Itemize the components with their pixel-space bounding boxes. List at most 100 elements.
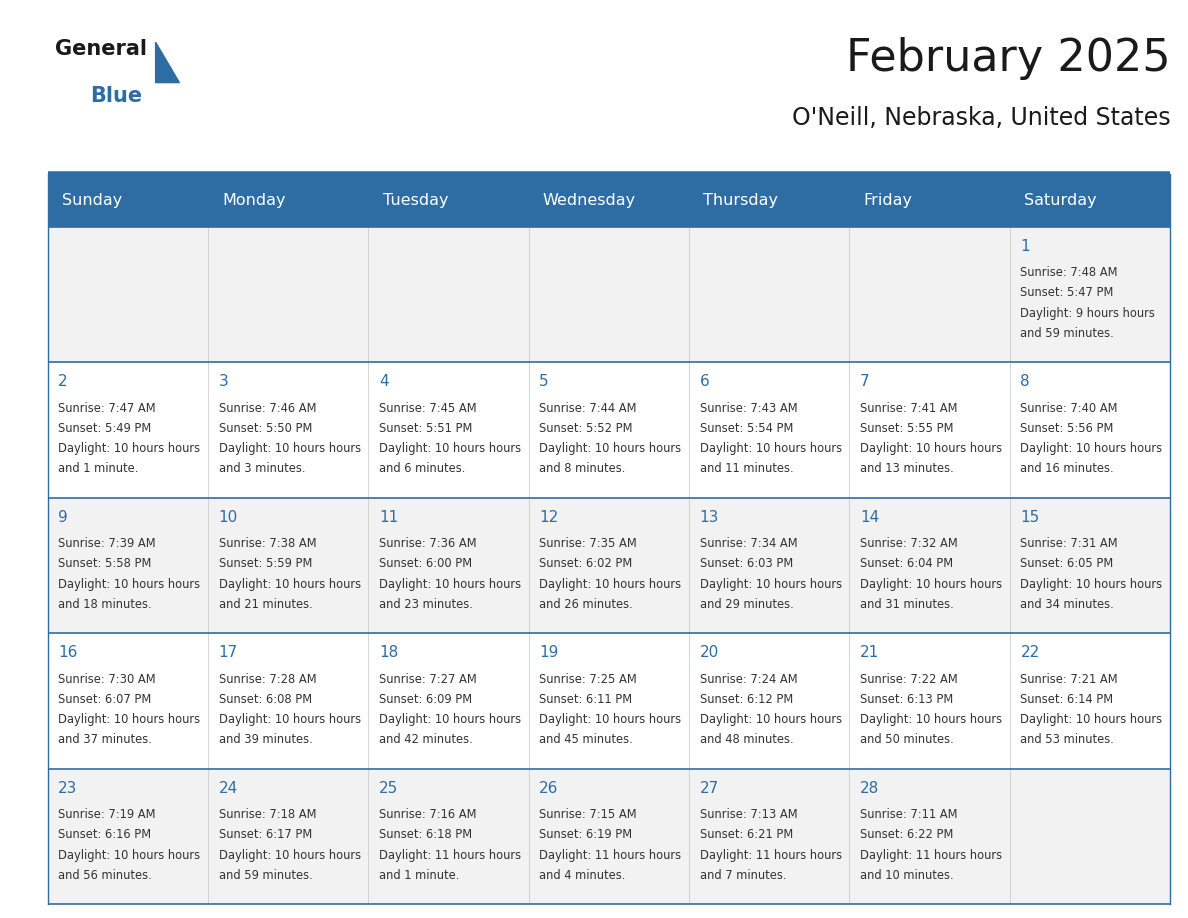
Text: Sunset: 5:49 PM: Sunset: 5:49 PM xyxy=(58,422,151,435)
Text: Daylight: 11 hours hours: Daylight: 11 hours hours xyxy=(379,848,522,862)
Text: Daylight: 10 hours hours: Daylight: 10 hours hours xyxy=(379,713,522,726)
Polygon shape xyxy=(156,42,179,83)
Text: and 59 minutes.: and 59 minutes. xyxy=(219,868,312,882)
Text: and 29 minutes.: and 29 minutes. xyxy=(700,598,794,610)
Text: 1: 1 xyxy=(1020,239,1030,253)
Text: and 1 minute.: and 1 minute. xyxy=(379,868,460,882)
Text: Sunset: 6:11 PM: Sunset: 6:11 PM xyxy=(539,693,632,706)
Text: Sunset: 6:03 PM: Sunset: 6:03 PM xyxy=(700,557,792,570)
Text: and 50 minutes.: and 50 minutes. xyxy=(860,733,954,746)
Text: Daylight: 11 hours hours: Daylight: 11 hours hours xyxy=(539,848,682,862)
Text: 6: 6 xyxy=(700,375,709,389)
Text: and 48 minutes.: and 48 minutes. xyxy=(700,733,794,746)
Text: Sunset: 6:02 PM: Sunset: 6:02 PM xyxy=(539,557,632,570)
Text: and 34 minutes.: and 34 minutes. xyxy=(1020,598,1114,610)
Text: and 10 minutes.: and 10 minutes. xyxy=(860,868,954,882)
Text: Sunrise: 7:41 AM: Sunrise: 7:41 AM xyxy=(860,402,958,415)
Text: Daylight: 10 hours hours: Daylight: 10 hours hours xyxy=(860,442,1003,455)
Text: 21: 21 xyxy=(860,645,879,660)
Text: Daylight: 10 hours hours: Daylight: 10 hours hours xyxy=(700,713,842,726)
Text: Sunrise: 7:48 AM: Sunrise: 7:48 AM xyxy=(1020,266,1118,279)
Text: 22: 22 xyxy=(1020,645,1040,660)
Text: and 45 minutes.: and 45 minutes. xyxy=(539,733,633,746)
Text: Sunset: 6:21 PM: Sunset: 6:21 PM xyxy=(700,828,792,842)
Text: Sunset: 5:47 PM: Sunset: 5:47 PM xyxy=(1020,286,1114,299)
Text: 10: 10 xyxy=(219,509,238,525)
Text: Sunrise: 7:40 AM: Sunrise: 7:40 AM xyxy=(1020,402,1118,415)
Text: Sunrise: 7:24 AM: Sunrise: 7:24 AM xyxy=(700,673,797,686)
Text: Sunrise: 7:38 AM: Sunrise: 7:38 AM xyxy=(219,537,316,550)
Text: Friday: Friday xyxy=(864,193,912,208)
Text: and 23 minutes.: and 23 minutes. xyxy=(379,598,473,610)
Text: Sunrise: 7:19 AM: Sunrise: 7:19 AM xyxy=(58,808,156,822)
Text: Sunset: 6:05 PM: Sunset: 6:05 PM xyxy=(1020,557,1113,570)
Text: and 6 minutes.: and 6 minutes. xyxy=(379,463,466,476)
Bar xyxy=(48,498,1170,633)
Text: Sunset: 6:07 PM: Sunset: 6:07 PM xyxy=(58,693,151,706)
Text: Sunrise: 7:47 AM: Sunrise: 7:47 AM xyxy=(58,402,156,415)
Text: Sunrise: 7:36 AM: Sunrise: 7:36 AM xyxy=(379,537,476,550)
Text: Sunset: 5:59 PM: Sunset: 5:59 PM xyxy=(219,557,312,570)
Text: Daylight: 10 hours hours: Daylight: 10 hours hours xyxy=(219,442,361,455)
Text: Thursday: Thursday xyxy=(703,193,778,208)
Text: General: General xyxy=(55,39,146,59)
Text: and 53 minutes.: and 53 minutes. xyxy=(1020,733,1114,746)
Text: 9: 9 xyxy=(58,509,68,525)
Text: 23: 23 xyxy=(58,780,77,796)
Text: and 3 minutes.: and 3 minutes. xyxy=(219,463,305,476)
Text: Daylight: 10 hours hours: Daylight: 10 hours hours xyxy=(219,577,361,590)
Text: 28: 28 xyxy=(860,780,879,796)
Text: 14: 14 xyxy=(860,509,879,525)
Text: 25: 25 xyxy=(379,780,398,796)
Text: Sunrise: 7:30 AM: Sunrise: 7:30 AM xyxy=(58,673,156,686)
Text: Blue: Blue xyxy=(90,86,143,106)
Text: Daylight: 9 hours hours: Daylight: 9 hours hours xyxy=(1020,307,1156,319)
Text: Sunset: 6:08 PM: Sunset: 6:08 PM xyxy=(219,693,311,706)
Text: Daylight: 10 hours hours: Daylight: 10 hours hours xyxy=(379,577,522,590)
Bar xyxy=(48,633,1170,768)
Text: 20: 20 xyxy=(700,645,719,660)
Text: Sunrise: 7:39 AM: Sunrise: 7:39 AM xyxy=(58,537,156,550)
Text: 24: 24 xyxy=(219,780,238,796)
Text: 11: 11 xyxy=(379,509,398,525)
Text: and 37 minutes.: and 37 minutes. xyxy=(58,733,152,746)
Text: 15: 15 xyxy=(1020,509,1040,525)
Text: Sunrise: 7:35 AM: Sunrise: 7:35 AM xyxy=(539,537,637,550)
Text: and 56 minutes.: and 56 minutes. xyxy=(58,868,152,882)
Text: Sunset: 6:14 PM: Sunset: 6:14 PM xyxy=(1020,693,1113,706)
Text: 3: 3 xyxy=(219,375,228,389)
Text: 2: 2 xyxy=(58,375,68,389)
Text: Daylight: 10 hours hours: Daylight: 10 hours hours xyxy=(1020,577,1163,590)
Text: Daylight: 10 hours hours: Daylight: 10 hours hours xyxy=(58,713,201,726)
Text: Daylight: 10 hours hours: Daylight: 10 hours hours xyxy=(219,713,361,726)
Text: Sunrise: 7:25 AM: Sunrise: 7:25 AM xyxy=(539,673,637,686)
Text: Daylight: 10 hours hours: Daylight: 10 hours hours xyxy=(539,442,682,455)
Text: and 59 minutes.: and 59 minutes. xyxy=(1020,327,1114,340)
Text: and 26 minutes.: and 26 minutes. xyxy=(539,598,633,610)
Text: Sunrise: 7:18 AM: Sunrise: 7:18 AM xyxy=(219,808,316,822)
Text: Sunrise: 7:21 AM: Sunrise: 7:21 AM xyxy=(1020,673,1118,686)
Text: Sunset: 5:56 PM: Sunset: 5:56 PM xyxy=(1020,422,1114,435)
Bar xyxy=(48,174,1170,227)
Text: Daylight: 10 hours hours: Daylight: 10 hours hours xyxy=(860,713,1003,726)
Text: Sunrise: 7:44 AM: Sunrise: 7:44 AM xyxy=(539,402,637,415)
Text: Sunset: 5:50 PM: Sunset: 5:50 PM xyxy=(219,422,312,435)
Text: Sunset: 5:55 PM: Sunset: 5:55 PM xyxy=(860,422,954,435)
Text: and 42 minutes.: and 42 minutes. xyxy=(379,733,473,746)
Text: Daylight: 10 hours hours: Daylight: 10 hours hours xyxy=(1020,713,1163,726)
Text: February 2025: February 2025 xyxy=(846,37,1170,80)
Text: Daylight: 10 hours hours: Daylight: 10 hours hours xyxy=(58,442,201,455)
Bar xyxy=(48,227,1170,363)
Text: 8: 8 xyxy=(1020,375,1030,389)
Text: 4: 4 xyxy=(379,375,388,389)
Text: 26: 26 xyxy=(539,780,558,796)
Text: Sunset: 5:54 PM: Sunset: 5:54 PM xyxy=(700,422,794,435)
Text: Sunset: 5:51 PM: Sunset: 5:51 PM xyxy=(379,422,473,435)
Text: 18: 18 xyxy=(379,645,398,660)
Text: and 1 minute.: and 1 minute. xyxy=(58,463,139,476)
Text: and 8 minutes.: and 8 minutes. xyxy=(539,463,626,476)
Text: Sunrise: 7:15 AM: Sunrise: 7:15 AM xyxy=(539,808,637,822)
Text: Sunrise: 7:31 AM: Sunrise: 7:31 AM xyxy=(1020,537,1118,550)
Text: Daylight: 11 hours hours: Daylight: 11 hours hours xyxy=(700,848,842,862)
Text: Sunrise: 7:28 AM: Sunrise: 7:28 AM xyxy=(219,673,316,686)
